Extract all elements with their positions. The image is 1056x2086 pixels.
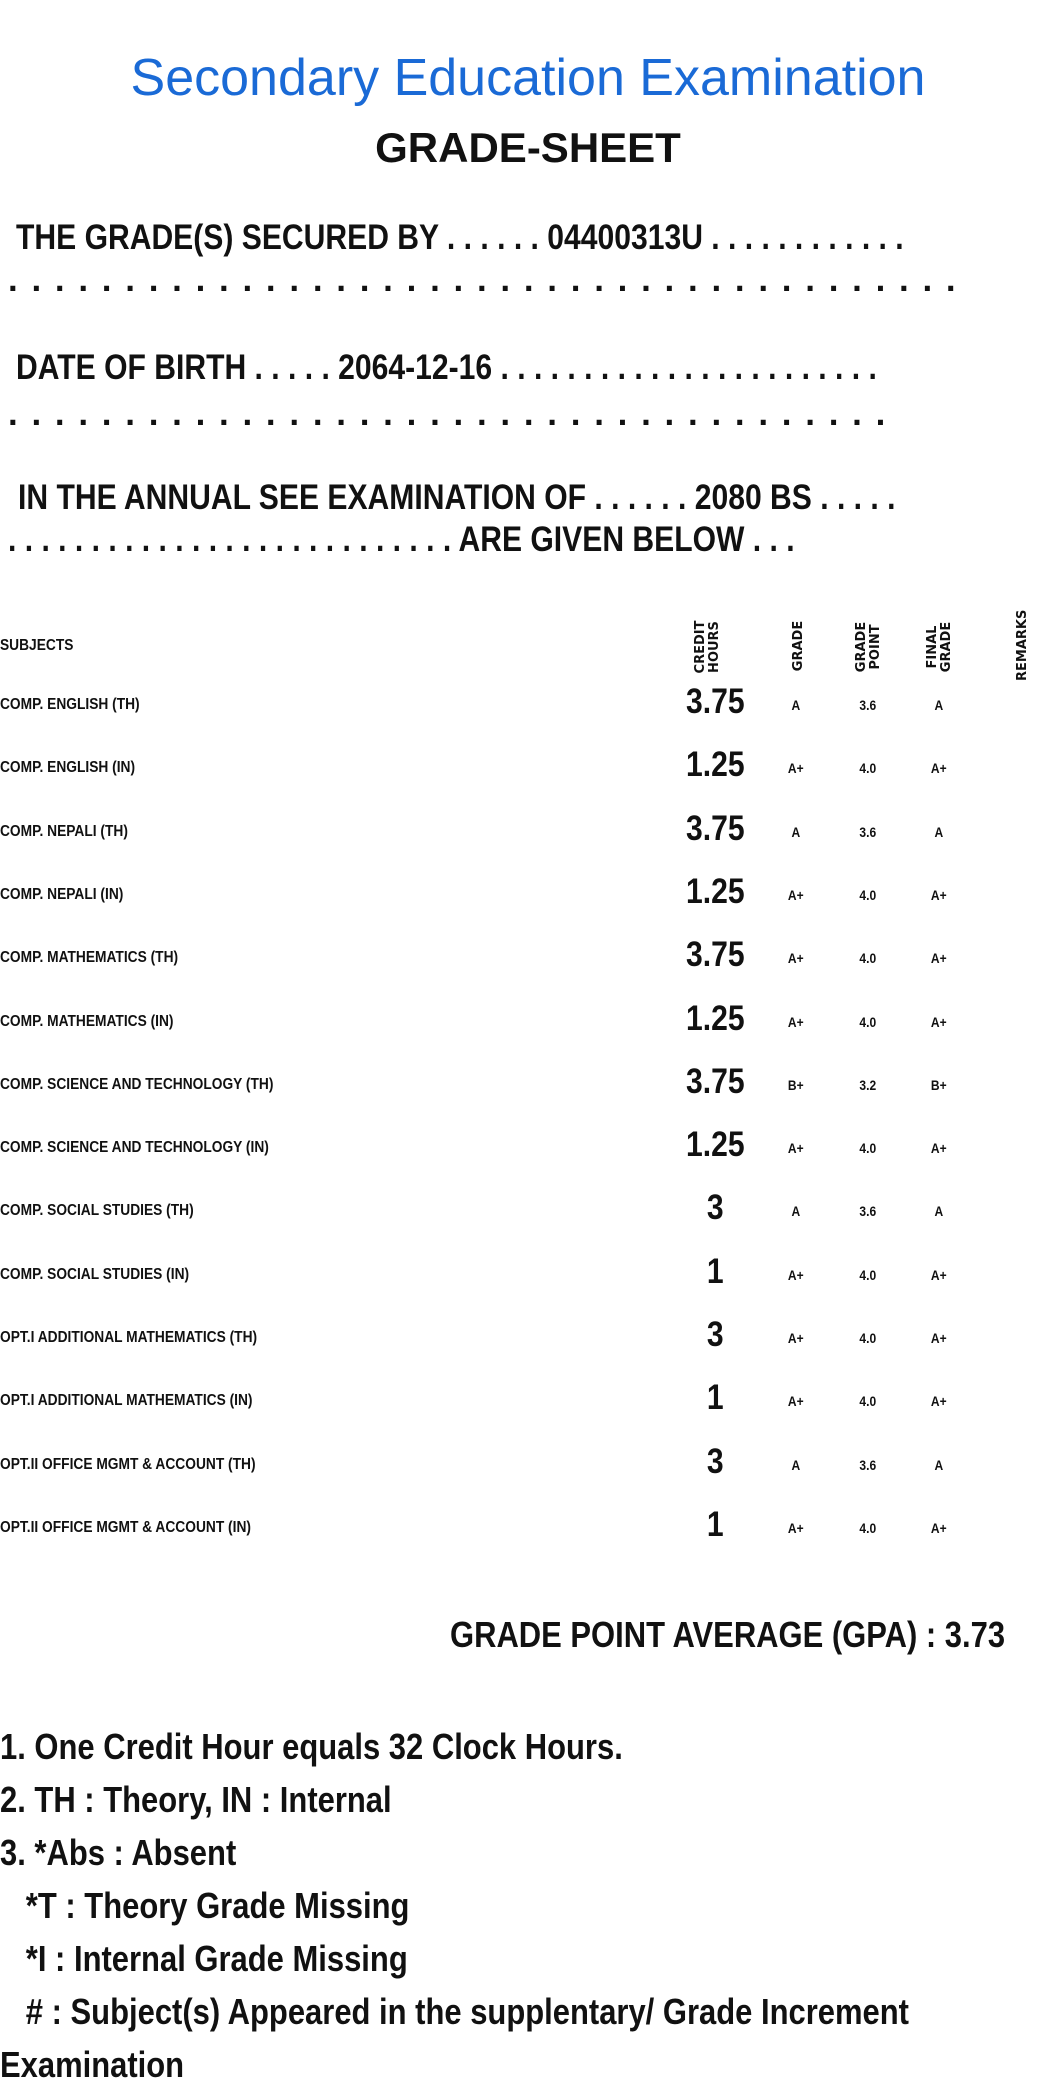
row-subject: OPT.II OFFICE MGMT & ACCOUNT (TH): [0, 1455, 256, 1473]
row-grade: A+: [787, 1140, 804, 1157]
row-grade-point: 4.0: [859, 1393, 877, 1410]
row-grade-point: 4.0: [859, 1519, 877, 1536]
secured-by-line: THE GRADE(S) SECURED BY . . . . . . 0440…: [16, 218, 904, 257]
row-grade-point: 4.0: [859, 950, 877, 967]
exam-year-line: IN THE ANNUAL SEE EXAMINATION OF . . . .…: [18, 478, 896, 517]
row-credit-hours: 1: [706, 1251, 724, 1291]
note-line: 1. One Credit Hour equals 32 Clock Hours…: [0, 1726, 623, 1767]
row-credit-hours: 3.75: [686, 808, 745, 848]
row-final-grade: A: [934, 823, 944, 840]
row-subject: COMP. MATHEMATICS (TH): [0, 949, 179, 967]
row-final-grade: A+: [930, 886, 947, 903]
header-subjects: SUBJECTS: [0, 637, 74, 654]
row-credit-hours: 3: [706, 1315, 724, 1354]
header-grade: GRADE: [791, 620, 806, 672]
row-credit-hours: 3.75: [686, 935, 745, 975]
row-subject: OPT.I ADDITIONAL MATHEMATICS (TH): [0, 1329, 258, 1346]
row-final-grade: A: [934, 697, 944, 713]
date-of-birth-line: DATE OF BIRTH . . . . . 2064-12-16 . . .…: [16, 348, 877, 387]
row-grade-point: 4.0: [859, 760, 877, 777]
row-grade-point: 3.2: [859, 1076, 877, 1093]
row-credit-hours: 1.25: [686, 998, 745, 1038]
row-credit-hours: 1: [706, 1504, 724, 1544]
row-subject: COMP. SCIENCE AND TECHNOLOGY (TH): [0, 1075, 274, 1093]
row-credit-hours: 1.25: [686, 1125, 745, 1165]
row-grade: A: [791, 697, 801, 713]
row-grade: B+: [787, 1076, 804, 1093]
row-credit-hours: 3.75: [686, 1061, 745, 1101]
header-remarks: REMARKS: [1015, 609, 1030, 681]
row-credit-hours: 1: [706, 1378, 724, 1418]
row-subject: OPT.II OFFICE MGMT & ACCOUNT (IN): [0, 1518, 251, 1536]
row-subject: COMP. SCIENCE AND TECHNOLOGY (IN): [0, 1139, 269, 1157]
row-final-grade: A+: [930, 950, 947, 967]
row-subject: COMP. SOCIAL STUDIES (TH): [0, 1202, 194, 1220]
row-grade: A+: [787, 1519, 804, 1536]
row-subject: COMP. NEPALI (IN): [0, 885, 124, 903]
row-credit-hours: 1.25: [686, 745, 745, 785]
row-grade-point: 4.0: [859, 1330, 877, 1346]
row-grade-point: 4.0: [859, 1140, 877, 1157]
row-subject: COMP. SOCIAL STUDIES (IN): [0, 1265, 190, 1283]
row-grade: A+: [787, 886, 804, 903]
row-grade-point: 4.0: [859, 886, 877, 903]
row-final-grade: A+: [930, 1140, 947, 1157]
note-line: 2. TH : Theory, IN : Internal: [0, 1779, 392, 1820]
row-subject: COMP. ENGLISH (IN): [0, 759, 136, 777]
row-grade: A+: [787, 1013, 804, 1030]
row-final-grade: A: [934, 1456, 944, 1473]
row-grade-point: 4.0: [859, 1266, 877, 1283]
row-credit-hours: 3: [706, 1188, 724, 1228]
row-final-grade: A+: [930, 1330, 947, 1346]
secured-by-dots: . . . . . . . . . . . . . . . . . . . . …: [8, 260, 958, 299]
row-final-grade: B+: [930, 1076, 947, 1093]
row-final-grade: A+: [930, 1393, 947, 1410]
header-credit-hours: CREDIT HOURS: [693, 620, 722, 674]
note-line: 3. *Abs : Absent: [0, 1832, 237, 1873]
row-final-grade: A: [934, 1203, 944, 1220]
row-grade: A+: [787, 1330, 804, 1346]
exam-title: Secondary Education Examination: [130, 49, 926, 107]
row-final-grade: A+: [930, 1266, 947, 1283]
row-final-grade: A+: [930, 1519, 947, 1536]
row-grade: A: [791, 1456, 801, 1473]
row-subject: COMP. NEPALI (TH): [0, 822, 128, 840]
given-below-line: . . . . . . . . . . . . . . . . . . . . …: [8, 520, 795, 559]
note-line: Examination: [0, 2044, 185, 2085]
row-grade: A: [791, 1203, 801, 1220]
row-subject: COMP. MATHEMATICS (IN): [0, 1012, 174, 1030]
row-final-grade: A+: [930, 1013, 947, 1030]
row-subject: OPT.I ADDITIONAL MATHEMATICS (IN): [0, 1392, 253, 1410]
row-grade-point: 3.6: [859, 1456, 877, 1473]
note-line: *T : Theory Grade Missing: [0, 1885, 410, 1926]
row-grade-point: 3.6: [859, 697, 877, 713]
row-subject: COMP. ENGLISH (TH): [0, 696, 140, 713]
header-grade-point: GRADE POINT: [854, 621, 883, 673]
note-line: # : Subject(s) Appeared in the supplenta…: [0, 1991, 909, 2032]
row-grade: A+: [787, 1266, 804, 1283]
row-grade: A: [791, 823, 801, 840]
row-credit-hours: 3: [706, 1441, 724, 1481]
row-credit-hours: 3.75: [686, 682, 745, 721]
row-final-grade: A+: [930, 760, 947, 777]
gpa-summary: GRADE POINT AVERAGE (GPA) : 3.73: [450, 1614, 1006, 1655]
row-grade-point: 3.6: [859, 1203, 877, 1220]
row-grade: A+: [787, 950, 804, 967]
header-final-grade: FINAL GRADE: [925, 621, 954, 673]
date-of-birth-dots: . . . . . . . . . . . . . . . . . . . . …: [8, 394, 888, 433]
grade-sheet-heading: GRADE-SHEET: [375, 124, 681, 171]
row-grade-point: 4.0: [859, 1013, 877, 1030]
note-line: *I : Internal Grade Missing: [0, 1938, 408, 1979]
row-grade: A+: [787, 760, 804, 777]
row-grade: A+: [787, 1393, 804, 1410]
row-credit-hours: 1.25: [686, 871, 745, 911]
row-grade-point: 3.6: [859, 823, 877, 840]
